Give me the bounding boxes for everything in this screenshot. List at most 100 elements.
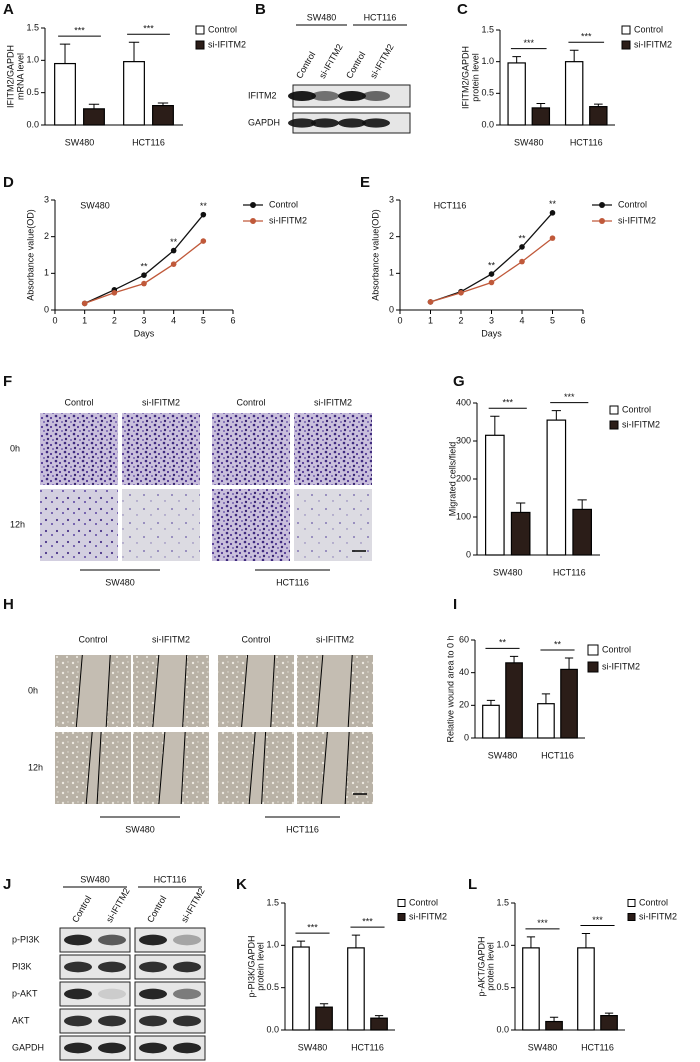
blot-band	[98, 934, 126, 946]
point	[170, 247, 177, 254]
error-bar	[128, 41, 140, 62]
bar	[589, 106, 608, 126]
legend-swatch	[587, 661, 599, 673]
lane-label: Control	[344, 50, 367, 80]
bar	[537, 703, 555, 739]
error-bar	[577, 499, 587, 510]
legend-swatch	[195, 25, 205, 35]
wound-edge	[96, 731, 102, 805]
y-axis-label: Migrated cells/field	[447, 442, 457, 517]
significance: ***	[74, 26, 85, 36]
point	[519, 244, 525, 250]
blot-band	[173, 1042, 201, 1054]
y-tick-label: 1.0	[481, 56, 494, 66]
row-label: AKT	[12, 1015, 30, 1025]
y-tick-label: 0	[464, 732, 469, 742]
y-tick-label: 400	[456, 397, 471, 407]
wound-edge	[152, 654, 160, 728]
y-axis-label: protein level	[255, 942, 265, 991]
group-label: SW480	[307, 12, 337, 22]
error-bar	[551, 410, 561, 421]
micrograph	[122, 489, 200, 561]
wound-edge	[158, 731, 166, 805]
significance: **	[200, 201, 208, 211]
row-label: p-AKT	[12, 988, 38, 998]
row-label: 0h	[28, 685, 38, 695]
blot-band	[64, 1042, 92, 1054]
column-label: Control	[241, 634, 270, 644]
error-bar	[536, 102, 546, 108]
error-bar	[374, 1015, 384, 1019]
legend-marker	[250, 202, 256, 208]
micrograph	[122, 413, 200, 485]
legend-label: si-IFITM2	[634, 39, 672, 49]
error-bar	[549, 1016, 559, 1022]
group-label: HCT116	[364, 12, 397, 22]
column-label: si-IFITM2	[152, 634, 190, 644]
wound-gap	[316, 655, 353, 727]
y-tick-label: 1.5	[496, 897, 509, 907]
error-bar	[594, 103, 603, 107]
bar	[560, 668, 578, 739]
blot-band	[311, 91, 339, 101]
bar	[577, 947, 595, 1031]
bar	[510, 511, 531, 556]
bar	[482, 704, 500, 739]
x-tick-label: 6	[580, 315, 585, 325]
lane-label: si-IFITM2	[104, 886, 132, 924]
x-tick-label: 4	[519, 315, 524, 325]
row-label: GAPDH	[12, 1042, 44, 1052]
y-tick-label: 1	[389, 268, 394, 278]
column-label: Control	[78, 634, 107, 644]
y-tick-label: 0.5	[26, 87, 39, 97]
wound-edge	[75, 654, 83, 728]
blot-band	[64, 1015, 92, 1027]
legend-label: si-IFITM2	[269, 215, 307, 225]
chart-title: SW480	[80, 200, 110, 210]
bar	[292, 946, 310, 1031]
significance: ***	[143, 24, 154, 34]
bar	[531, 107, 551, 126]
bar	[83, 108, 105, 126]
blot-band	[139, 1015, 167, 1027]
bar	[546, 419, 567, 556]
legend-label: Control	[618, 199, 647, 209]
wound-edge	[261, 731, 267, 805]
significance: **	[518, 233, 526, 243]
panel-letter: G	[453, 373, 465, 390]
wound-gap	[321, 732, 350, 804]
significance: **	[499, 638, 507, 648]
lane-label: si-IFITM2	[179, 886, 207, 924]
y-axis-label: IFITM2/GAPDH	[5, 45, 15, 108]
bar	[545, 1020, 563, 1031]
x-tick-label: HCT116	[541, 750, 574, 760]
bar	[564, 61, 584, 126]
legend-marker	[599, 202, 605, 208]
legend-label: Control	[602, 644, 631, 654]
x-tick-label: 5	[201, 315, 206, 325]
legend-swatch	[397, 913, 406, 921]
blot-band	[338, 91, 366, 101]
x-tick-label: SW480	[528, 1042, 558, 1052]
blot-band	[173, 934, 201, 946]
x-tick-label: 5	[550, 315, 555, 325]
x-tick-label: 3	[141, 315, 146, 325]
group-label: SW480	[125, 824, 155, 834]
significance: **	[488, 260, 496, 270]
wound-gap	[86, 732, 102, 804]
wound-gap	[241, 655, 275, 727]
x-axis-label: Days	[134, 328, 155, 338]
y-tick-label: 1.5	[266, 897, 279, 907]
x-tick-label: 0	[397, 315, 402, 325]
y-tick-label: 0.0	[266, 1024, 279, 1034]
y-tick-label: 0.0	[496, 1024, 509, 1034]
y-axis-label: Absorbance value(OD)	[25, 209, 35, 301]
legend-label: si-IFITM2	[208, 39, 246, 49]
y-tick-label: 1.0	[26, 55, 39, 65]
wound-edge	[344, 731, 350, 805]
wound-edge	[270, 654, 276, 728]
blot-band	[139, 988, 167, 1000]
significance: **	[170, 237, 178, 247]
legend-label: Control	[634, 24, 663, 34]
